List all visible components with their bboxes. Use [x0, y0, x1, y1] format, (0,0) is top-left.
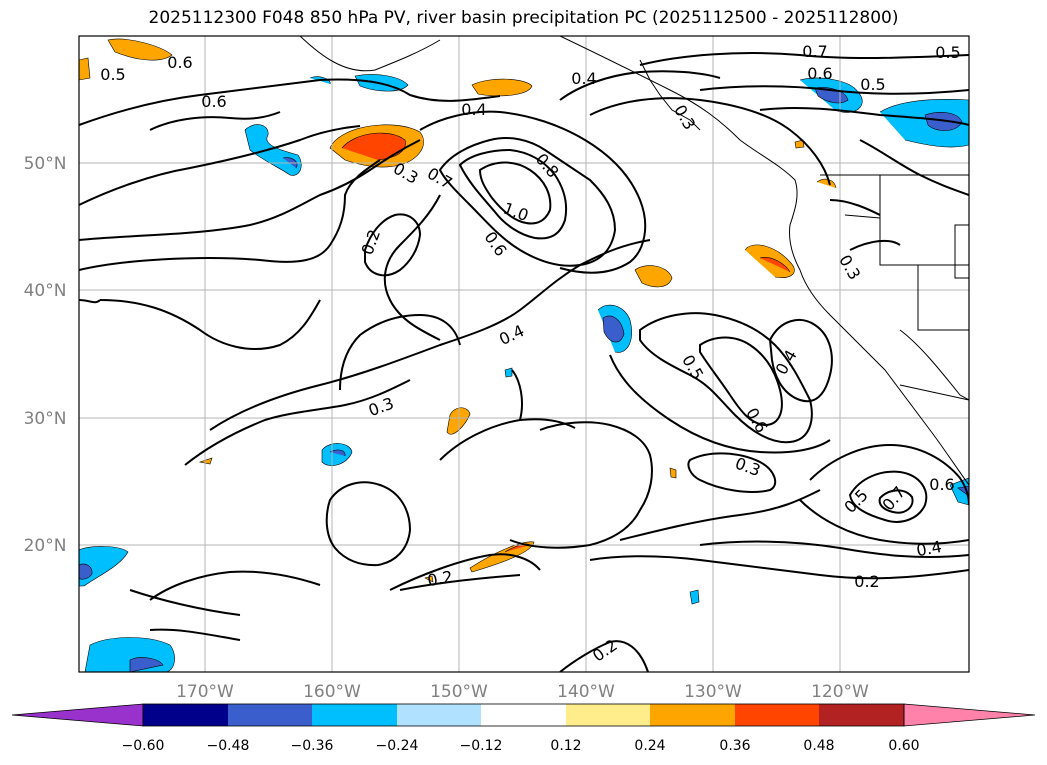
colorbar-tick: 0.24	[634, 738, 665, 754]
colorbar: −0.60 −0.48 −0.36 −0.24 −0.12 0.12 0.24 …	[11, 703, 1036, 754]
contour-label: 0.2	[426, 567, 454, 590]
colorbar-segment	[312, 704, 397, 726]
colorbar-tick: −0.48	[207, 738, 250, 754]
pv-contours	[79, 52, 969, 672]
contour-label: 0.4	[915, 537, 943, 560]
lon-label-130w: 130°W	[684, 682, 742, 702]
contour-label: 0.4	[461, 100, 486, 119]
map-frame	[78, 35, 970, 673]
colorbar-extend-low	[11, 703, 144, 727]
latitude-labels: 50°N 40°N 30°N 20°N	[24, 154, 67, 556]
contour-label: 0.4	[571, 69, 596, 88]
colorbar-extend-high	[903, 703, 1036, 727]
colorbar-segment	[481, 704, 566, 726]
colorbar-tick: 0.48	[803, 738, 834, 754]
colorbar-tick: 0.12	[550, 738, 581, 754]
map-panel: 0.5 0.6 0.6 0.4 0.4 0.3 0.7 0.6 0.5 0.5 …	[79, 36, 969, 672]
colorbar-segment	[650, 704, 735, 726]
lat-label-30n: 30°N	[24, 409, 67, 429]
contour-label: 0.7	[802, 42, 827, 61]
lat-label-50n: 50°N	[24, 154, 67, 174]
map-title: 2025112300 F048 850 hPa PV, river basin …	[148, 8, 899, 28]
colorbar-segment	[228, 704, 312, 726]
lon-label-150w: 150°W	[430, 682, 488, 702]
colorbar-segment	[819, 704, 904, 726]
colorbar-segment	[397, 704, 481, 726]
lon-label-120w: 120°W	[811, 682, 869, 702]
longitude-labels: 170°W 160°W 150°W 140°W 130°W 120°W	[176, 682, 869, 702]
colorbar-segment	[735, 704, 819, 726]
contour-label: 0.6	[201, 92, 226, 111]
colorbar-segment	[143, 704, 228, 726]
lat-label-20n: 20°N	[24, 536, 67, 556]
lon-label-160w: 160°W	[303, 682, 361, 702]
colorbar-tick: −0.12	[460, 738, 503, 754]
contour-label: 0.6	[929, 475, 954, 494]
contour-label: 0.5	[860, 75, 885, 94]
lon-label-140w: 140°W	[557, 682, 615, 702]
lat-label-40n: 40°N	[24, 281, 67, 301]
contour-label: 0.5	[100, 65, 125, 84]
colorbar-tick: −0.36	[291, 738, 334, 754]
colorbar-tick: −0.60	[122, 738, 165, 754]
colorbar-tick: 0.60	[888, 738, 919, 754]
colorbar-tick: −0.24	[376, 738, 419, 754]
contour-label: 0.6	[807, 64, 832, 83]
colorbar-segment	[566, 704, 650, 726]
contour-label: 0.2	[854, 572, 879, 591]
colorbar-tick: 0.36	[719, 738, 750, 754]
contour-label: 0.5	[935, 43, 960, 62]
lon-label-170w: 170°W	[176, 682, 234, 702]
precipitation-shading	[79, 38, 969, 672]
contour-label: 0.6	[167, 53, 192, 72]
colorbar-outline	[142, 703, 905, 727]
